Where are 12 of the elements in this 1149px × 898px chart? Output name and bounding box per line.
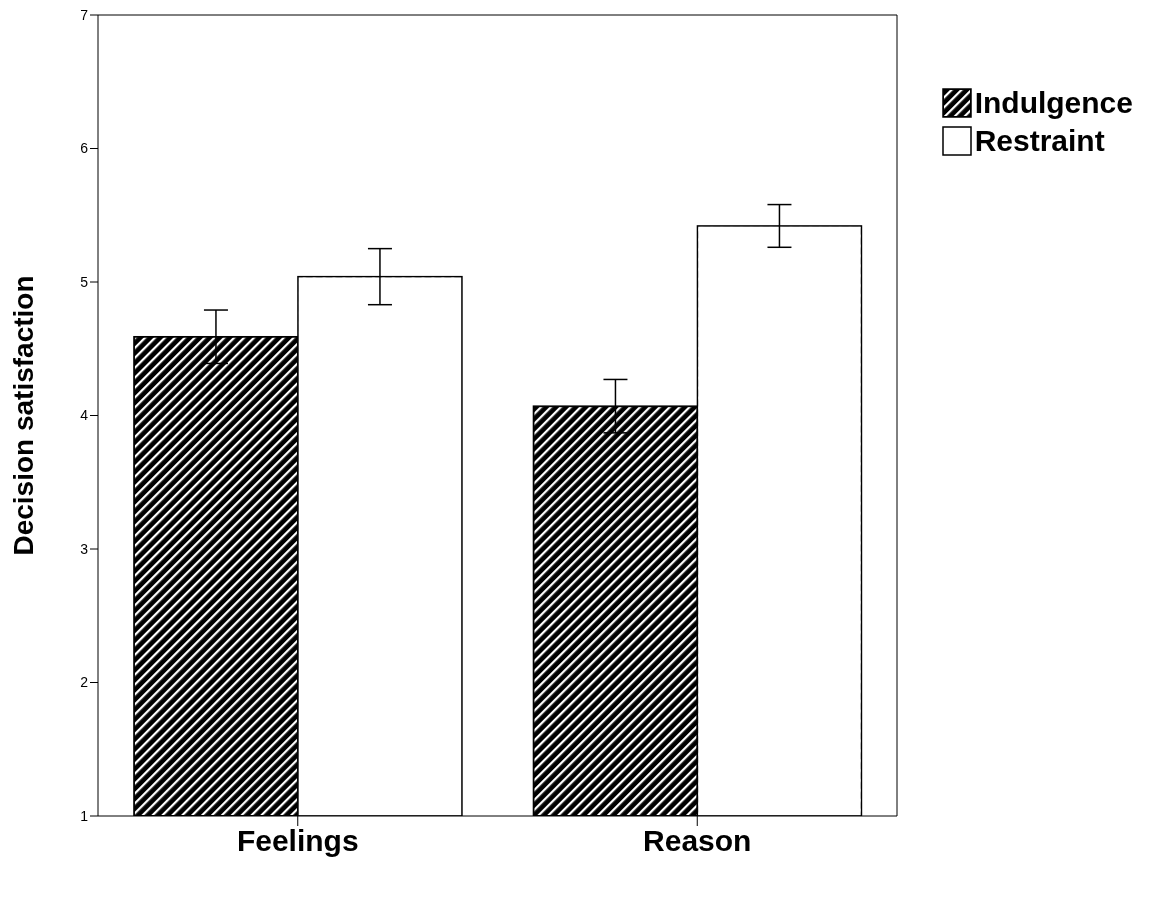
- x-tick-label: Feelings: [236, 824, 359, 858]
- y-tick-label: 4: [80, 407, 89, 424]
- y-tick-label: 1: [80, 807, 89, 824]
- y-tick-label: 3: [80, 540, 89, 557]
- y-tick-label: 2: [80, 674, 89, 691]
- legend-label: Indulgence: [974, 86, 1133, 120]
- y-tick-label: 5: [80, 273, 89, 290]
- y-axis-title: Decision satisfaction: [7, 275, 39, 556]
- x-tick-label: Reason: [643, 824, 752, 858]
- y-tick-label: 7: [80, 6, 89, 23]
- y-tick-label: 6: [80, 140, 89, 157]
- legend-label: Restraint: [974, 124, 1105, 158]
